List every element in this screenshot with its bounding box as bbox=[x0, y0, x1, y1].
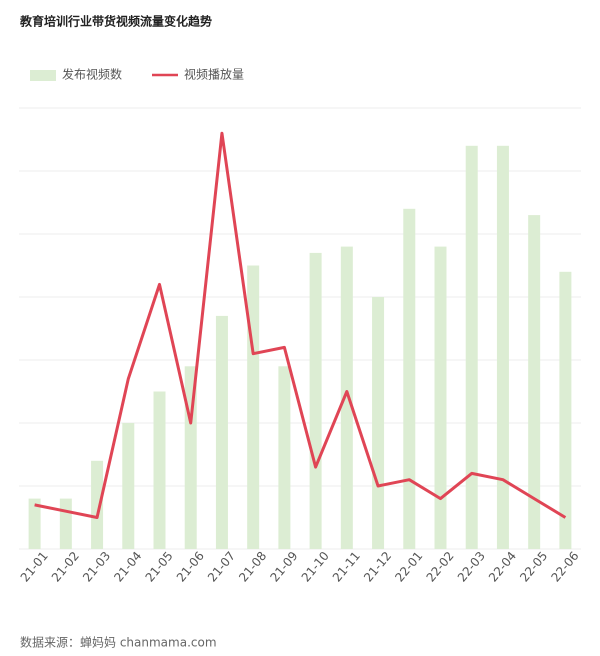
bar bbox=[59, 498, 72, 549]
x-tick-label: 22-06 bbox=[548, 549, 581, 585]
bar bbox=[403, 208, 416, 550]
bar bbox=[153, 391, 166, 549]
x-tick-label: 22-04 bbox=[486, 549, 519, 585]
x-tick-label: 22-02 bbox=[424, 549, 457, 585]
source: 数据来源：蝉妈妈 chanmama.com bbox=[20, 635, 217, 650]
legend-label: 视频播放量 bbox=[184, 67, 244, 82]
x-tick-label: 21-07 bbox=[205, 549, 238, 585]
bar bbox=[28, 498, 41, 549]
x-tick-label: 21-09 bbox=[267, 549, 300, 585]
bar bbox=[559, 271, 572, 549]
bar bbox=[122, 423, 135, 549]
bar bbox=[528, 215, 541, 549]
x-tick-label: 21-04 bbox=[111, 549, 144, 585]
bar bbox=[309, 252, 322, 549]
x-tick-label: 21-11 bbox=[330, 549, 363, 585]
legend-swatch bbox=[30, 70, 56, 81]
bar bbox=[496, 145, 509, 550]
bar bbox=[91, 460, 104, 549]
legend-label: 发布视频数 bbox=[62, 67, 122, 82]
bar bbox=[340, 246, 353, 549]
x-tick-label: 21-05 bbox=[143, 549, 176, 585]
x-tick-label: 22-03 bbox=[455, 549, 488, 585]
bar bbox=[278, 366, 291, 549]
x-tick-label: 21-02 bbox=[49, 549, 82, 585]
line bbox=[34, 131, 567, 519]
bar bbox=[465, 145, 478, 550]
bar bbox=[247, 265, 260, 549]
bar bbox=[372, 297, 385, 549]
bar bbox=[215, 315, 228, 549]
x-tick-label: 21-10 bbox=[299, 549, 332, 585]
x-tick-label: 21-03 bbox=[80, 549, 113, 585]
x-tick-label: 22-01 bbox=[392, 549, 425, 585]
x-tick-label: 21-12 bbox=[361, 549, 394, 585]
x-tick-label: 21-01 bbox=[18, 549, 51, 585]
x-tick-label: 21-06 bbox=[174, 549, 207, 585]
x-tick-label: 22-05 bbox=[517, 549, 550, 585]
chart-title: 教育培训行业带货视频流量变化趋势 bbox=[19, 14, 212, 29]
bar bbox=[434, 246, 447, 549]
x-tick-label: 21-08 bbox=[236, 549, 269, 585]
